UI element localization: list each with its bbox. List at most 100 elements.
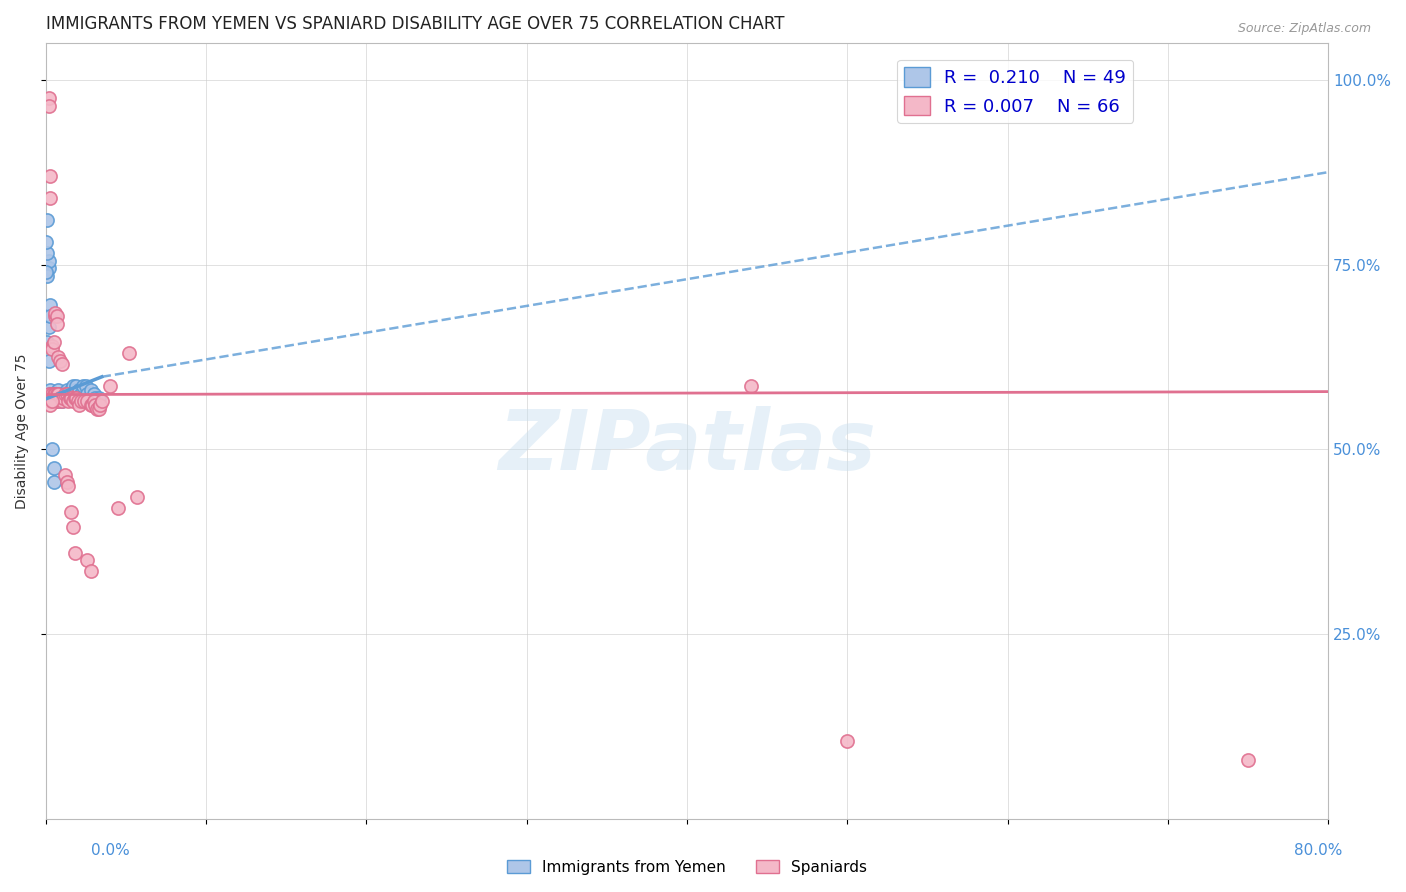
Point [42, 386, 65, 401]
Point [39, 383, 62, 397]
Point [740, 379, 762, 393]
Point [107, 501, 129, 516]
Point [89, 398, 111, 412]
Point [42, 460, 65, 475]
Point [75, 379, 97, 393]
Point [44, 386, 66, 401]
Point [52, 391, 75, 405]
Point [44, 394, 66, 409]
Point [52, 391, 75, 405]
Point [65, 391, 87, 405]
Text: Source: ZipAtlas.com: Source: ZipAtlas.com [1237, 22, 1371, 36]
Point [63, 391, 86, 405]
Point [53, 468, 76, 483]
Point [44, 310, 66, 324]
Point [66, 386, 89, 401]
Point [45, 391, 67, 405]
Point [73, 394, 96, 409]
Text: 80.0%: 80.0% [1295, 843, 1343, 858]
Point [41, 394, 63, 409]
Point [44, 394, 66, 409]
Point [65, 379, 87, 393]
Point [76, 553, 98, 567]
Point [83, 394, 105, 409]
Point [37, 246, 59, 260]
Point [53, 386, 76, 401]
Point [48, 350, 70, 364]
Point [56, 479, 79, 493]
Point [41, 386, 63, 401]
Point [42, 386, 65, 401]
Point [60, 391, 83, 405]
Point [60, 505, 83, 519]
Point [38, 91, 60, 105]
Point [38, 261, 60, 276]
Point [39, 398, 62, 412]
Point [72, 379, 94, 393]
Point [49, 391, 72, 405]
Point [45, 386, 67, 401]
Point [125, 490, 148, 504]
Point [86, 401, 108, 416]
Point [38, 353, 60, 368]
Point [66, 394, 89, 409]
Point [87, 391, 110, 405]
Point [39, 191, 62, 205]
Point [34, 265, 56, 279]
Point [59, 386, 82, 401]
Point [42, 475, 65, 490]
Point [837, 734, 859, 748]
Point [55, 383, 77, 397]
Point [51, 394, 73, 409]
Point [38, 386, 60, 401]
Point [42, 394, 65, 409]
Point [76, 386, 98, 401]
Point [70, 394, 93, 409]
Point [34, 235, 56, 250]
Point [79, 383, 101, 397]
Point [41, 442, 63, 457]
Point [1237, 752, 1260, 766]
Point [79, 564, 101, 578]
Point [90, 394, 112, 409]
Point [41, 394, 63, 409]
Point [51, 394, 73, 409]
Point [87, 401, 110, 416]
Text: 0.0%: 0.0% [91, 843, 131, 858]
Point [60, 383, 83, 397]
Point [44, 305, 66, 319]
Point [39, 169, 62, 183]
Text: ZIPatlas: ZIPatlas [498, 406, 876, 487]
Point [48, 394, 70, 409]
Point [62, 394, 84, 409]
Point [45, 386, 67, 401]
Point [44, 386, 66, 401]
Point [84, 398, 107, 412]
Point [42, 335, 65, 350]
Point [49, 386, 72, 401]
Point [42, 394, 65, 409]
Point [55, 386, 77, 401]
Point [82, 398, 104, 412]
Point [53, 386, 76, 401]
Point [48, 383, 70, 397]
Point [56, 391, 79, 405]
Point [39, 386, 62, 401]
Point [37, 335, 59, 350]
Point [67, 398, 90, 412]
Point [67, 383, 90, 397]
Point [49, 353, 72, 368]
Point [62, 379, 84, 393]
Point [38, 253, 60, 268]
Point [79, 398, 101, 412]
Point [70, 386, 93, 401]
Point [51, 357, 73, 371]
Point [48, 386, 70, 401]
Point [37, 213, 59, 227]
Point [41, 391, 63, 405]
Point [63, 546, 86, 560]
Point [98, 379, 121, 393]
Point [45, 310, 67, 324]
Point [118, 346, 141, 360]
Point [45, 317, 67, 331]
